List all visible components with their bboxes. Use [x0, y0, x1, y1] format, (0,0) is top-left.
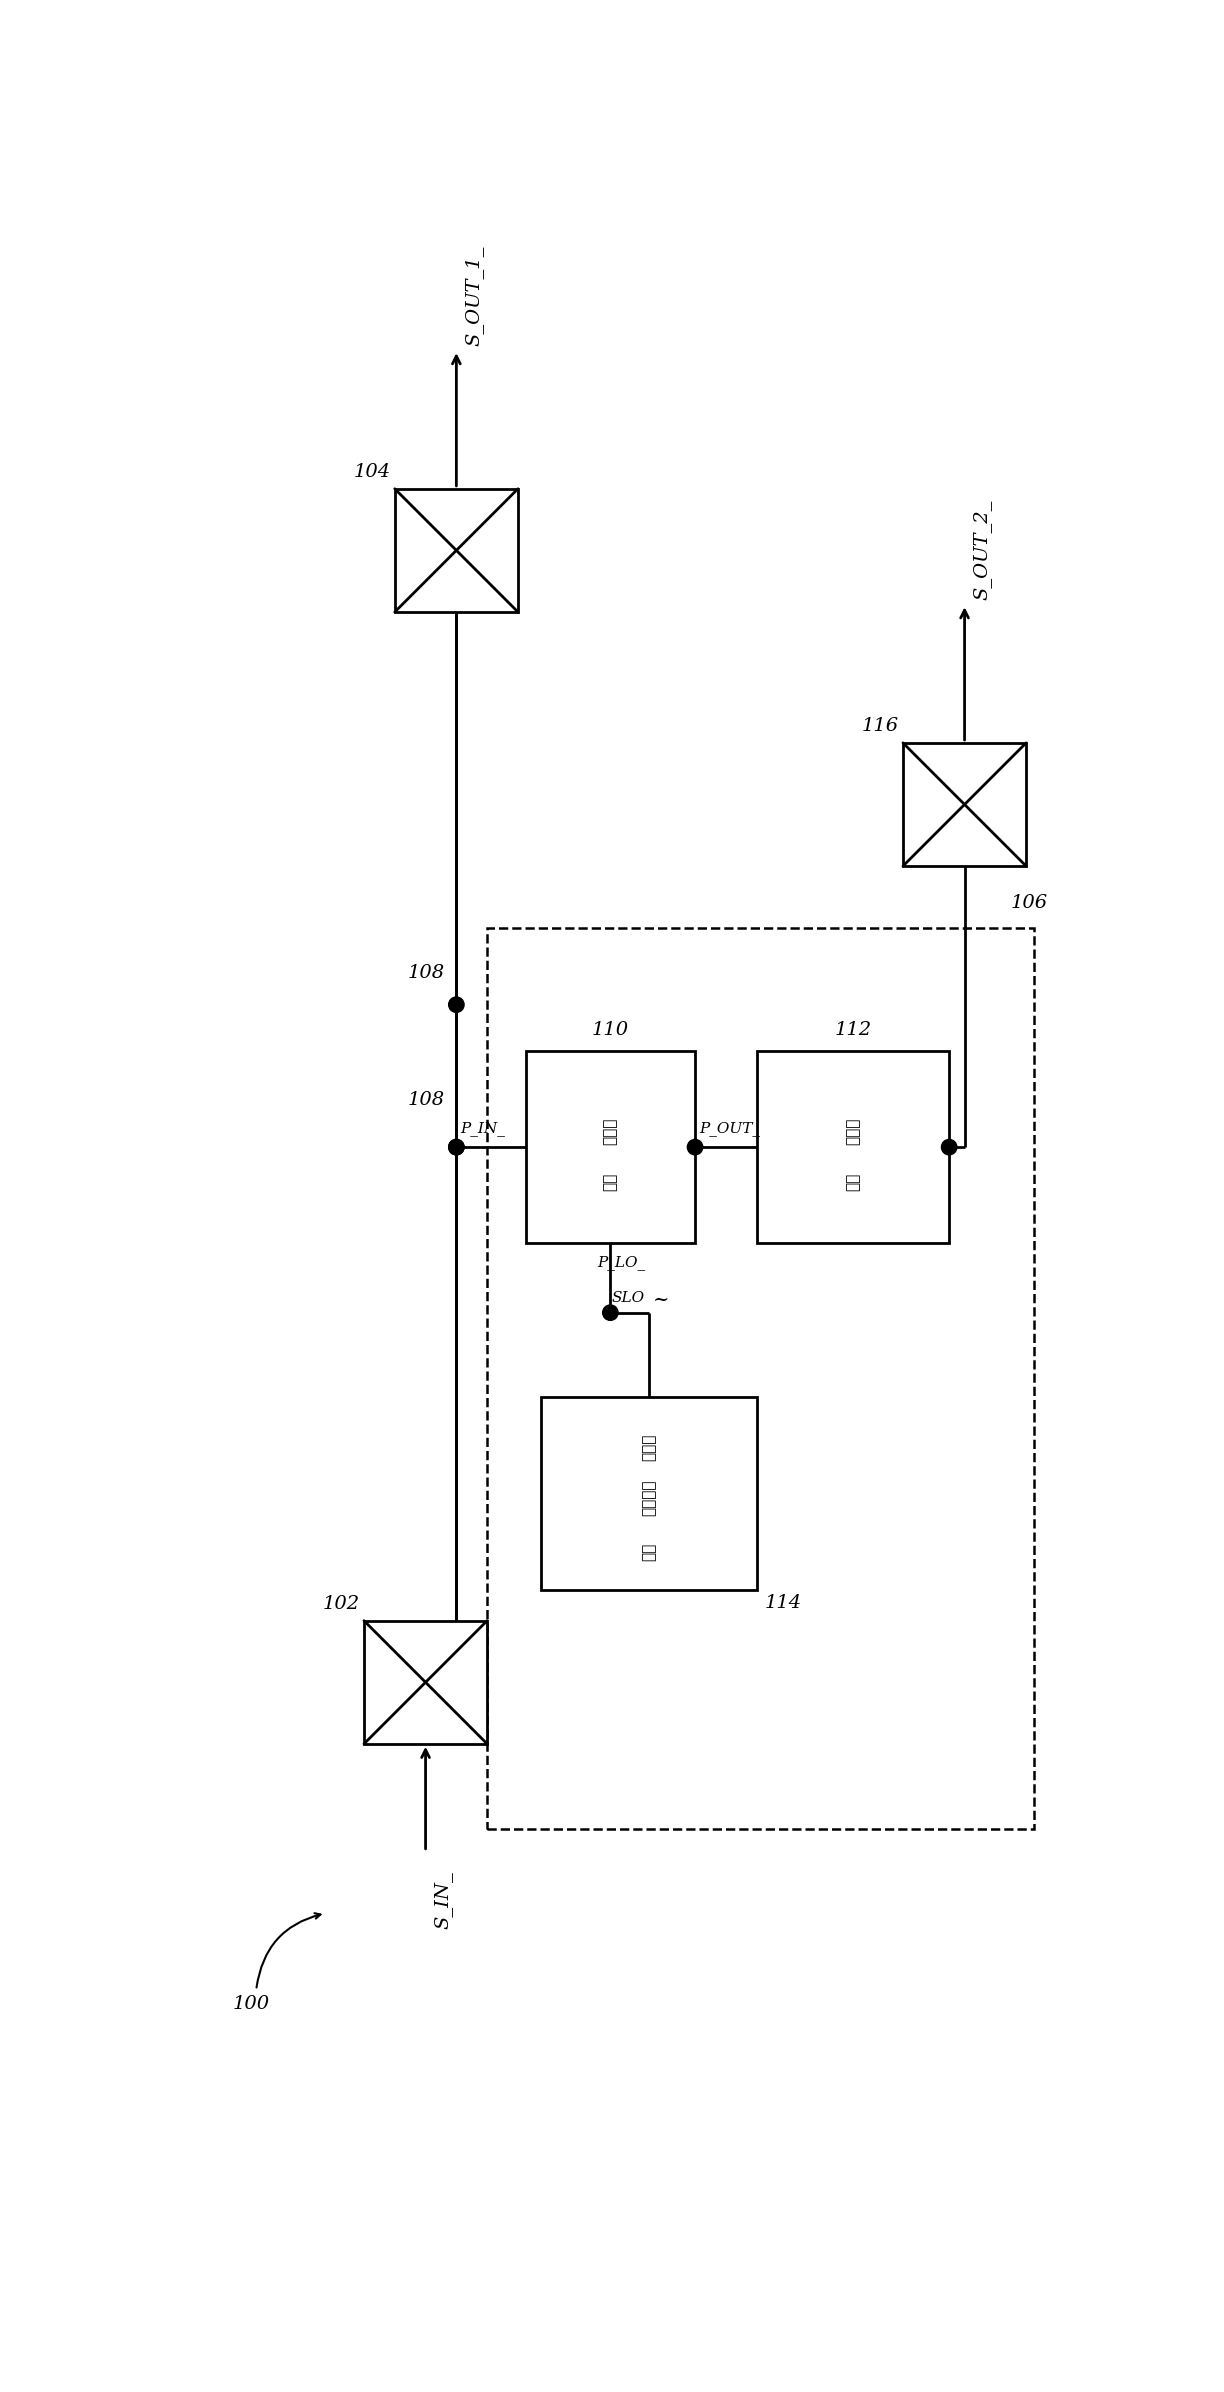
Text: S_IN_: S_IN_ [433, 1871, 452, 1928]
Text: 模块: 模块 [641, 1543, 656, 1560]
Bar [756, 1050, 949, 1244]
Bar [364, 1622, 487, 1744]
Text: 非必要: 非必要 [641, 1433, 656, 1462]
Text: 100: 100 [233, 1995, 271, 2014]
Bar [395, 488, 518, 612]
Text: 110: 110 [591, 1021, 629, 1041]
Bar [525, 1050, 695, 1244]
Circle shape [449, 1139, 464, 1155]
Text: 104: 104 [354, 464, 390, 481]
Text: 106: 106 [1011, 895, 1048, 911]
Text: ~: ~ [652, 1292, 670, 1308]
Text: 108: 108 [408, 964, 444, 981]
Bar [487, 928, 1034, 1827]
Text: 116: 116 [862, 718, 900, 734]
Text: P_IN_: P_IN_ [460, 1122, 506, 1136]
Text: 114: 114 [764, 1593, 802, 1612]
Circle shape [941, 1139, 957, 1155]
Text: P_LO_: P_LO_ [597, 1256, 645, 1270]
Circle shape [688, 1139, 703, 1155]
Text: 的振荡器: 的振荡器 [641, 1478, 656, 1517]
Text: 混频器: 混频器 [603, 1117, 618, 1146]
Text: S_OUT_1_: S_OUT_1_ [464, 246, 483, 347]
Text: P_OUT_: P_OUT_ [699, 1122, 760, 1136]
Circle shape [449, 997, 464, 1012]
Circle shape [602, 1306, 618, 1320]
Bar [903, 744, 1026, 866]
Bar [541, 1397, 756, 1591]
Circle shape [449, 1139, 464, 1155]
Text: 102: 102 [323, 1595, 360, 1612]
Text: 滤波器: 滤波器 [846, 1117, 860, 1146]
Text: 模块: 模块 [603, 1172, 618, 1191]
Text: 112: 112 [835, 1021, 871, 1041]
Text: 模块: 模块 [846, 1172, 860, 1191]
Text: S_OUT_2_: S_OUT_2_ [972, 500, 991, 600]
Text: 108: 108 [408, 1091, 444, 1107]
Text: SLO: SLO [612, 1292, 645, 1306]
